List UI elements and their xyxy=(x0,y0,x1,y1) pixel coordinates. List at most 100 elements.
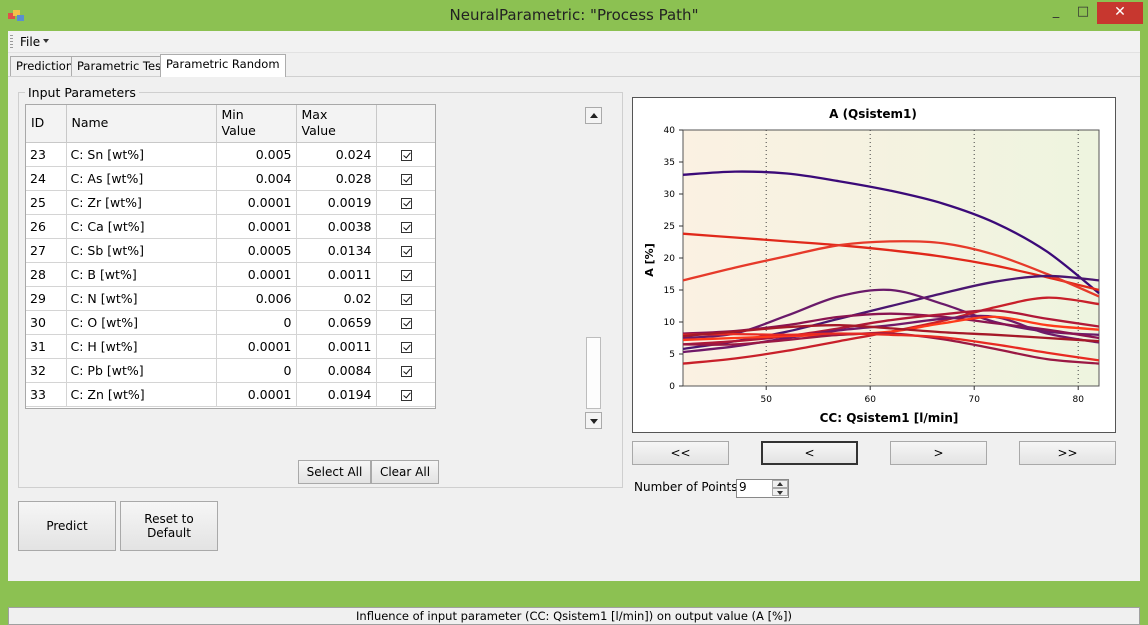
row-checkbox[interactable] xyxy=(376,166,435,191)
cell-min-value[interactable]: 0.0001 xyxy=(216,214,297,239)
table-row[interactable]: 28 C: B [wt%] 0.0001 0.0011 xyxy=(26,262,435,287)
checkbox-checked-icon[interactable] xyxy=(400,173,412,185)
select-all-button[interactable]: Select All xyxy=(298,460,371,484)
cell-min-value[interactable]: 0.0001 xyxy=(216,334,297,359)
cell-id[interactable]: 28 xyxy=(26,262,67,287)
checkbox-checked-icon[interactable] xyxy=(400,389,412,401)
cell-min-value[interactable]: 0 xyxy=(216,358,297,383)
cell-min-value[interactable]: 0.0001 xyxy=(216,190,297,215)
row-checkbox[interactable] xyxy=(376,214,435,239)
row-checkbox[interactable] xyxy=(376,310,435,335)
cell-min-value[interactable]: 0.0001 xyxy=(216,382,297,407)
table-row[interactable]: 25 C: Zr [wt%] 0.0001 0.0019 xyxy=(26,190,435,215)
row-checkbox[interactable] xyxy=(376,334,435,359)
first-button[interactable]: << xyxy=(632,441,729,465)
cell-min-value[interactable]: 0.005 xyxy=(216,142,297,167)
previous-button[interactable]: < xyxy=(761,441,858,465)
table-row[interactable]: 30 C: O [wt%] 0 0.0659 xyxy=(26,310,435,335)
row-checkbox[interactable] xyxy=(376,358,435,383)
cell-id[interactable]: 23 xyxy=(26,142,67,167)
cell-min-value[interactable]: 0.006 xyxy=(216,286,297,311)
close-button[interactable]: ✕ xyxy=(1097,2,1143,24)
checkbox-checked-icon[interactable] xyxy=(400,269,412,281)
cell-id[interactable]: 31 xyxy=(26,334,67,359)
checkbox-checked-icon[interactable] xyxy=(400,317,412,329)
tab-prediction[interactable]: Prediction xyxy=(10,56,80,76)
column-header-id[interactable]: ID xyxy=(26,105,67,143)
cell-name[interactable]: C: Sn [wt%] xyxy=(66,142,217,167)
checkbox-checked-icon[interactable] xyxy=(400,149,412,161)
cell-max-value[interactable]: 0.0134 xyxy=(296,238,377,263)
table-row[interactable]: 31 C: H [wt%] 0.0001 0.0011 xyxy=(26,334,435,359)
checkbox-checked-icon[interactable] xyxy=(400,341,412,353)
table-row[interactable]: 27 C: Sb [wt%] 0.0005 0.0134 xyxy=(26,238,435,263)
row-checkbox[interactable] xyxy=(376,190,435,215)
cell-max-value[interactable]: 0.02 xyxy=(296,286,377,311)
cell-id[interactable]: 26 xyxy=(26,214,67,239)
checkbox-checked-icon[interactable] xyxy=(400,221,412,233)
cell-id[interactable]: 29 xyxy=(26,286,67,311)
cell-name[interactable]: C: Zr [wt%] xyxy=(66,190,217,215)
table-row[interactable]: 32 C: Pb [wt%] 0 0.0084 xyxy=(26,358,435,383)
tab-parametric-test[interactable]: Parametric Test xyxy=(71,56,172,76)
cell-name[interactable]: C: O [wt%] xyxy=(66,310,217,335)
cell-id[interactable]: 27 xyxy=(26,238,67,263)
table-row[interactable]: 33 C: Zn [wt%] 0.0001 0.0194 xyxy=(26,382,435,407)
checkbox-checked-icon[interactable] xyxy=(400,245,412,257)
cell-max-value[interactable]: 0.0659 xyxy=(296,310,377,335)
cell-min-value[interactable]: 0 xyxy=(216,310,297,335)
cell-id[interactable]: 24 xyxy=(26,166,67,191)
tab-parametric-random[interactable]: Parametric Random xyxy=(160,54,286,77)
app-icon[interactable] xyxy=(8,9,24,22)
scroll-up-button[interactable] xyxy=(585,107,602,124)
next-button[interactable]: > xyxy=(890,441,987,465)
scroll-thumb[interactable] xyxy=(586,337,601,409)
row-checkbox[interactable] xyxy=(376,238,435,263)
cell-name[interactable]: C: H [wt%] xyxy=(66,334,217,359)
predict-button[interactable]: Predict xyxy=(18,501,116,551)
row-checkbox[interactable] xyxy=(376,382,435,407)
vertical-scrollbar[interactable] xyxy=(585,107,602,429)
cell-id[interactable]: 33 xyxy=(26,382,67,407)
checkbox-checked-icon[interactable] xyxy=(400,293,412,305)
row-checkbox[interactable] xyxy=(376,142,435,167)
cell-name[interactable]: C: B [wt%] xyxy=(66,262,217,287)
scroll-down-button[interactable] xyxy=(585,412,602,429)
cell-max-value[interactable]: 0.028 xyxy=(296,166,377,191)
table-row[interactable]: 24 C: As [wt%] 0.004 0.028 xyxy=(26,166,435,191)
spin-down-button[interactable] xyxy=(772,488,788,496)
column-header-check[interactable] xyxy=(376,105,435,143)
cell-max-value[interactable]: 0.0019 xyxy=(296,190,377,215)
row-checkbox[interactable] xyxy=(376,262,435,287)
cell-max-value[interactable]: 0.0084 xyxy=(296,358,377,383)
cell-id[interactable]: 25 xyxy=(26,190,67,215)
cell-name[interactable]: C: Ca [wt%] xyxy=(66,214,217,239)
clear-all-button[interactable]: Clear All xyxy=(371,460,439,484)
row-checkbox[interactable] xyxy=(376,286,435,311)
cell-min-value[interactable]: 0.0005 xyxy=(216,238,297,263)
cell-min-value[interactable]: 0.004 xyxy=(216,166,297,191)
cell-name[interactable]: C: Zn [wt%] xyxy=(66,382,217,407)
title-bar[interactable]: NeuralParametric: "Process Path" _ □ ✕ xyxy=(0,0,1148,31)
cell-name[interactable]: C: Pb [wt%] xyxy=(66,358,217,383)
cell-id[interactable]: 30 xyxy=(26,310,67,335)
maximize-button[interactable]: □ xyxy=(1076,4,1090,19)
column-header-max[interactable]: Max Value xyxy=(296,105,377,143)
reset-to-default-button[interactable]: Reset to Default xyxy=(120,501,218,551)
spin-up-button[interactable] xyxy=(772,480,788,488)
cell-max-value[interactable]: 0.024 xyxy=(296,142,377,167)
parameters-grid[interactable]: ID Name Min Value Max Value 23 C: Sn [wt%] 0… xyxy=(25,104,436,409)
cell-name[interactable]: C: As [wt%] xyxy=(66,166,217,191)
checkbox-checked-icon[interactable] xyxy=(400,365,412,377)
cell-name[interactable]: C: N [wt%] xyxy=(66,286,217,311)
column-header-min[interactable]: Min Value xyxy=(216,105,297,143)
column-header-name[interactable]: Name xyxy=(66,105,217,143)
cell-id[interactable]: 32 xyxy=(26,358,67,383)
checkbox-checked-icon[interactable] xyxy=(400,197,412,209)
cell-max-value[interactable]: 0.0011 xyxy=(296,262,377,287)
table-row[interactable]: 26 C: Ca [wt%] 0.0001 0.0038 xyxy=(26,214,435,239)
cell-name[interactable]: C: Sb [wt%] xyxy=(66,238,217,263)
cell-max-value[interactable]: 0.0038 xyxy=(296,214,377,239)
table-row[interactable]: 23 C: Sn [wt%] 0.005 0.024 xyxy=(26,142,435,167)
menu-file[interactable]: File xyxy=(20,35,41,49)
